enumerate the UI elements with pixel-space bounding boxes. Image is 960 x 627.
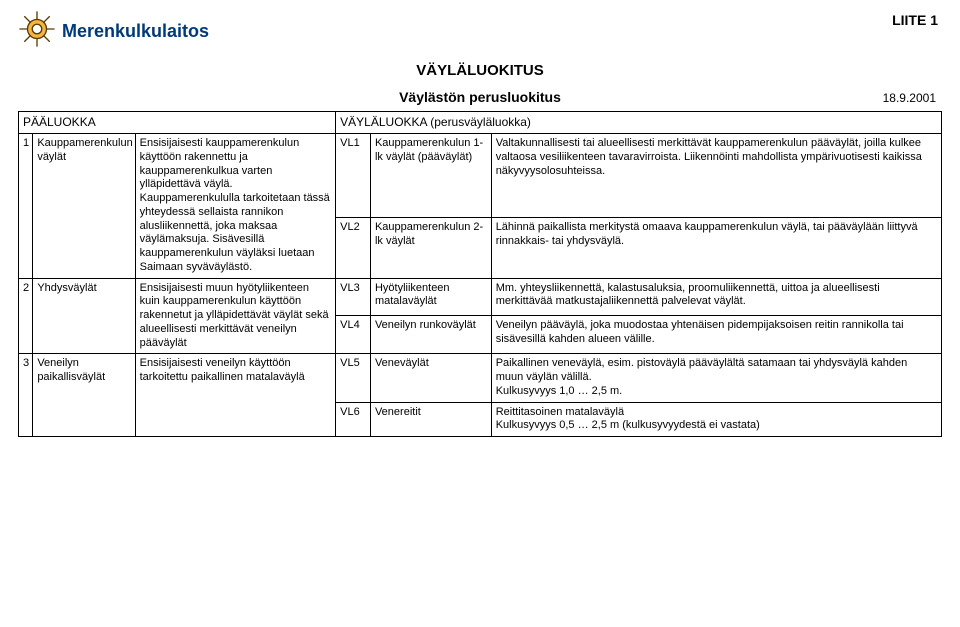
sub-label: Veneväylät [370, 354, 491, 402]
row-number: 2 [19, 278, 33, 354]
sub-explanation: Paikallinen veneväylä, esim. pistoväylä … [491, 354, 941, 402]
page-subtitle: Väylästön perusluokitus [399, 89, 561, 105]
brand-text: Merenkulkulaitos [62, 21, 209, 42]
compass-wheel-icon [18, 10, 56, 53]
sub-explanation: Lähinnä paikallista merkitystä omaava ka… [491, 218, 941, 278]
row-name: Veneilyn paikallisväylät [33, 354, 135, 437]
sub-label: Hyötyliikenteen matalaväylät [370, 278, 491, 316]
column-header-right: VÄYLÄLUOKKA (perusväyläluokka) [336, 112, 942, 134]
sub-explanation: Reittitasoinen matalaväyläKulkusyvyys 0,… [491, 402, 941, 437]
sub-code: VL4 [336, 316, 371, 354]
table-row: 1 Kauppamerenkulun väylät Ensisijaisesti… [19, 134, 942, 218]
table-row: 3 Veneilyn paikallisväylät Ensisijaisest… [19, 354, 942, 402]
sub-explanation: Veneilyn pääväylä, joka muodostaa yhtenä… [491, 316, 941, 354]
sub-code: VL3 [336, 278, 371, 316]
classification-table: PÄÄLUOKKA VÄYLÄLUOKKA (perusväyläluokka)… [18, 111, 942, 437]
row-number: 1 [19, 134, 33, 279]
page-title: VÄYLÄLUOKITUS [18, 62, 942, 79]
row-name: Yhdysväylät [33, 278, 135, 354]
row-desc: Ensisijaisesti muun hyötyliikenteen kuin… [135, 278, 336, 354]
document-date: 18.9.2001 [883, 91, 936, 105]
row-number: 3 [19, 354, 33, 437]
sub-label: Kauppamerenkulun 1-lk väylät (pääväylät) [370, 134, 491, 218]
sub-explanation: Valtakunnallisesti tai alueellisesti mer… [491, 134, 941, 218]
attachment-label: LIITE 1 [892, 10, 942, 28]
sub-code: VL2 [336, 218, 371, 278]
row-desc: Ensisijaisesti veneilyn käyttöön tarkoit… [135, 354, 336, 437]
sub-label: Kauppamerenkulun 2-lk väylät [370, 218, 491, 278]
sub-code: VL5 [336, 354, 371, 402]
sub-label: Venereitit [370, 402, 491, 437]
row-desc: Ensisijaisesti kauppamerenkulun käyttöön… [135, 134, 336, 279]
column-header-left: PÄÄLUOKKA [19, 112, 336, 134]
sub-label: Veneilyn runkoväylät [370, 316, 491, 354]
brand: Merenkulkulaitos [18, 10, 209, 53]
row-name: Kauppamerenkulun väylät [33, 134, 135, 279]
table-row: 2 Yhdysväylät Ensisijaisesti muun hyötyl… [19, 278, 942, 316]
sub-code: VL6 [336, 402, 371, 437]
sub-explanation: Mm. yhteysliikennettä, kalastusaluksia, … [491, 278, 941, 316]
sub-code: VL1 [336, 134, 371, 218]
